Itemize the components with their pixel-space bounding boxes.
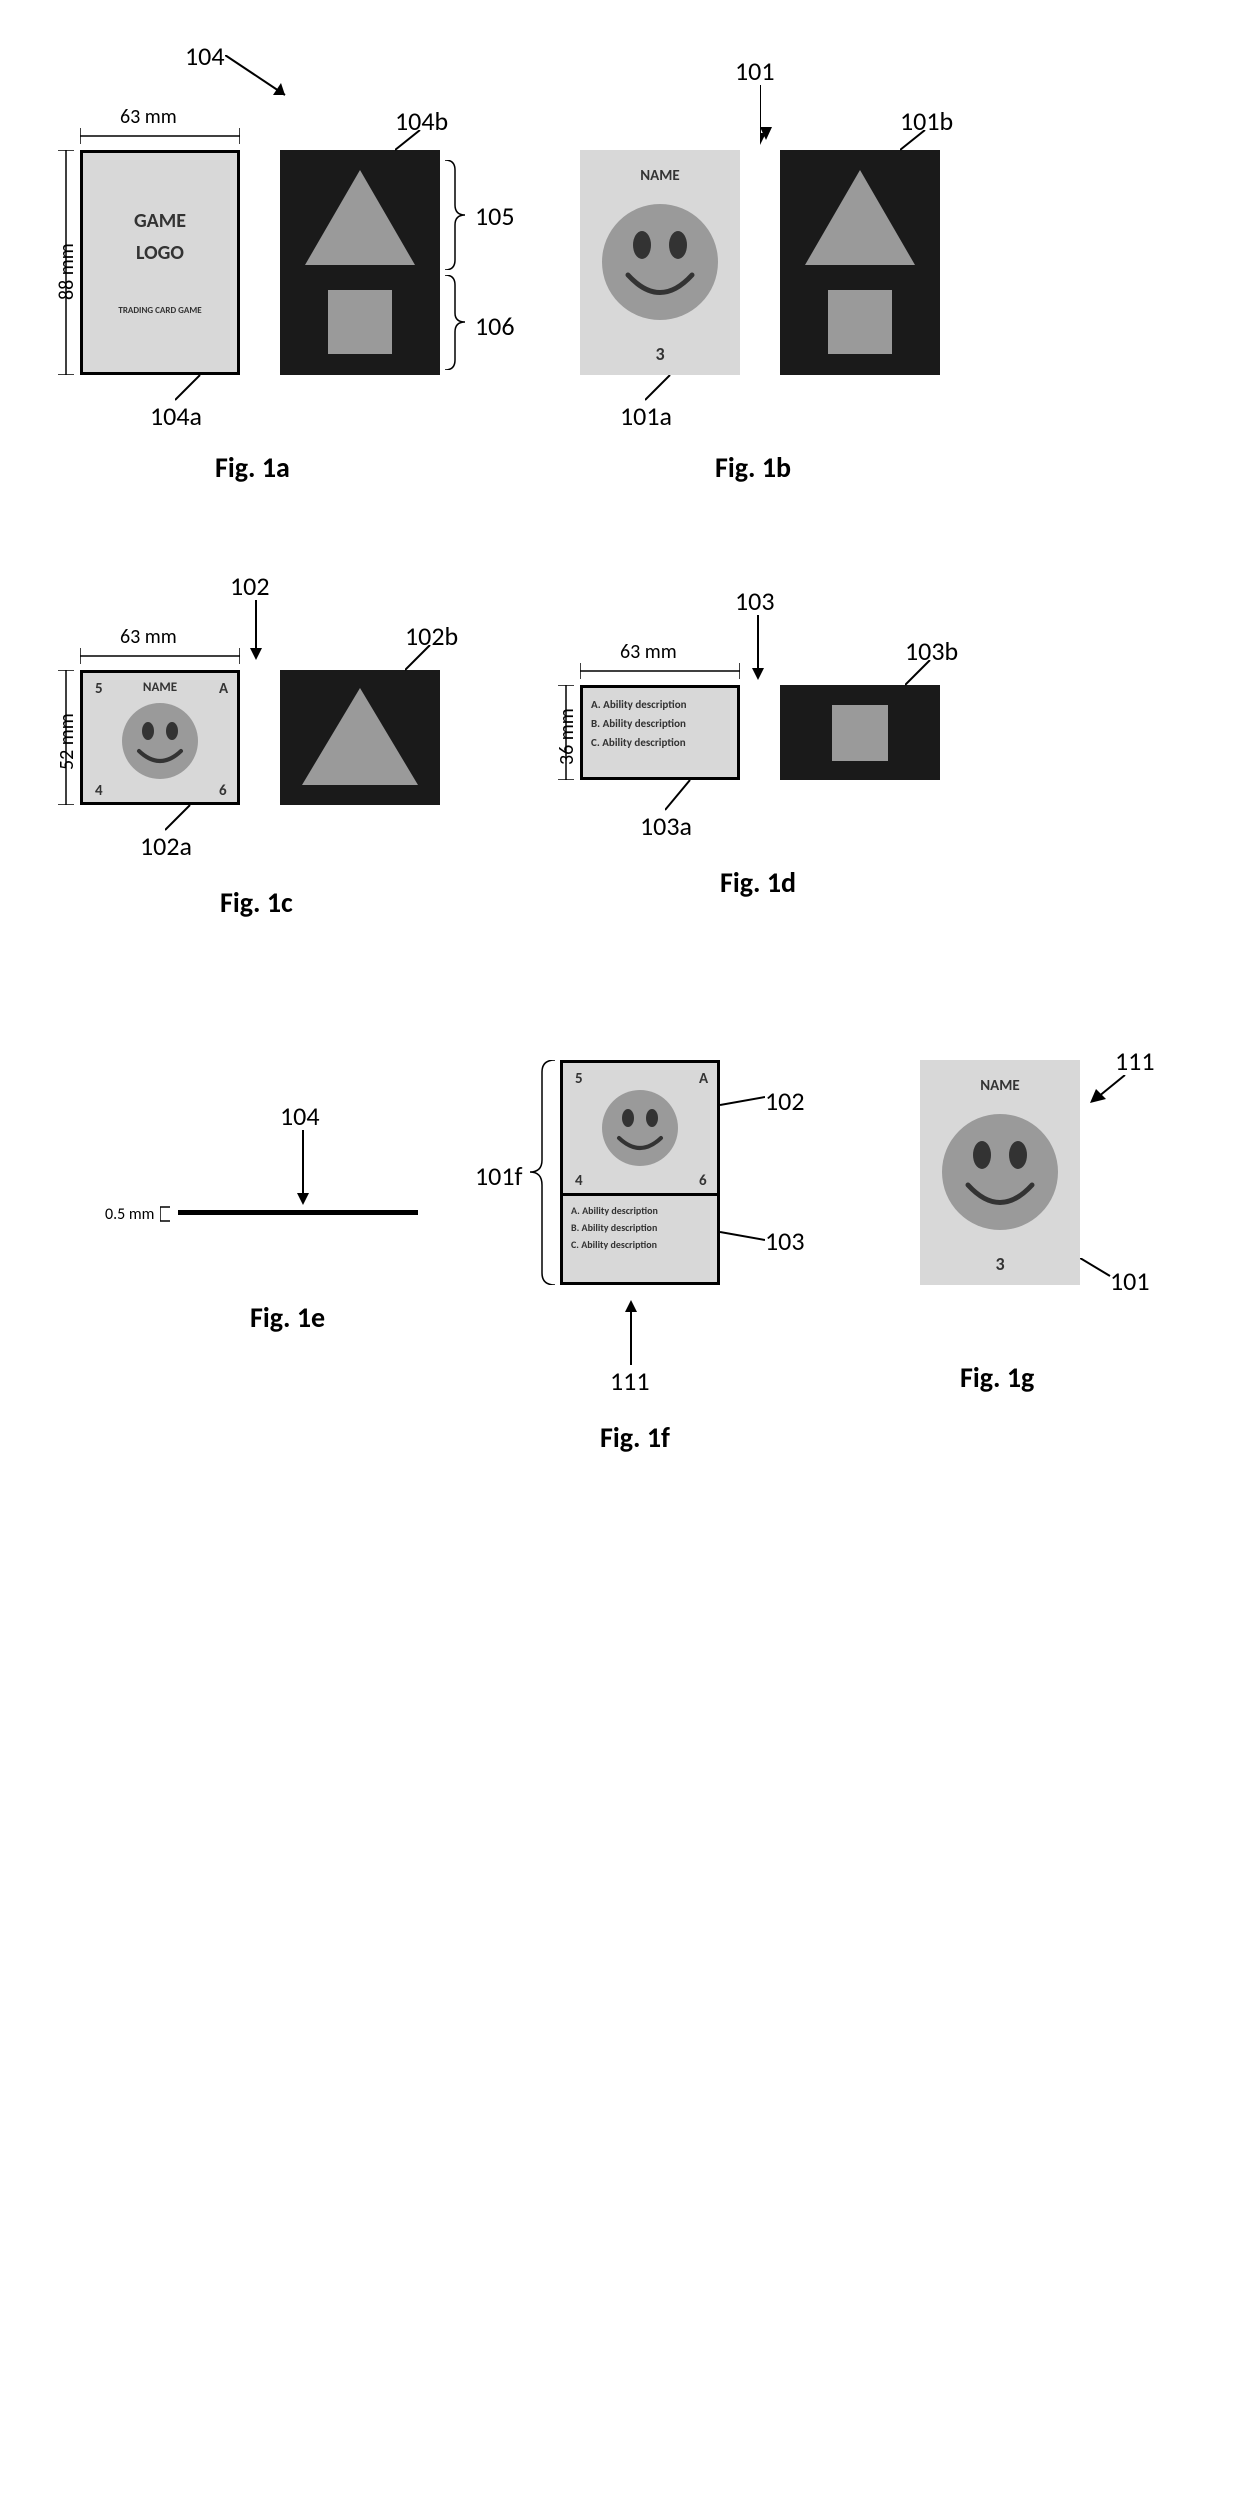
smiley-101f: 5 A 4 6 xyxy=(563,1063,717,1193)
svg-text:4: 4 xyxy=(95,782,103,800)
ref-103: 103 xyxy=(735,585,775,617)
svg-text:A: A xyxy=(219,680,229,698)
svg-text:3: 3 xyxy=(655,343,664,365)
bracket-101f xyxy=(530,1060,555,1285)
fig-1a-label: Fig. 1a xyxy=(215,450,290,485)
fig-1c-label: Fig. 1c xyxy=(220,885,293,920)
ability-c: C. Ability description xyxy=(591,736,729,749)
arrow-102 xyxy=(250,600,265,660)
dim-bracket-left-1a xyxy=(58,150,74,375)
dim-bracket-top-1d xyxy=(580,663,740,679)
ref-101f: 101f xyxy=(475,1160,522,1192)
svg-text:6: 6 xyxy=(699,1172,707,1190)
ref-104-1e: 104 xyxy=(280,1100,320,1132)
leader-102b xyxy=(405,645,435,675)
leader-101-g xyxy=(1080,1258,1115,1283)
leader-103b xyxy=(905,660,935,690)
leader-102-f xyxy=(720,1095,765,1110)
svg-text:NAME: NAME xyxy=(640,167,679,185)
svg-text:3: 3 xyxy=(995,1253,1004,1275)
svg-text:A: A xyxy=(699,1070,709,1088)
ref-111-f: 111 xyxy=(610,1365,650,1397)
ref-101-g: 101 xyxy=(1110,1265,1150,1297)
thin-line-104 xyxy=(178,1210,418,1215)
smiley-101g: NAME 3 xyxy=(920,1060,1080,1285)
card-101f-bottom: A. Ability description B. Ability descri… xyxy=(563,1196,717,1282)
ability-b: B. Ability description xyxy=(591,717,729,730)
ref-104: 104 xyxy=(185,40,225,72)
dim-bracket-left-1d xyxy=(558,685,574,780)
ability-c-f: C. Ability description xyxy=(571,1238,709,1251)
svg-text:4: 4 xyxy=(575,1172,583,1190)
dim-05mm: 0.5 mm xyxy=(105,1205,154,1224)
arrow-101 xyxy=(760,85,790,145)
ref-106: 106 xyxy=(475,310,515,342)
svg-text:5: 5 xyxy=(575,1070,583,1088)
ability-b-f: B. Ability description xyxy=(571,1221,709,1234)
square-103b xyxy=(780,685,940,780)
dim-63mm-1c: 63 mm xyxy=(120,625,177,649)
fig-1e-label: Fig. 1e xyxy=(250,1300,325,1335)
card-101a-front: NAME 3 xyxy=(580,150,740,375)
arrow-104 xyxy=(225,55,295,105)
ref-102-f: 102 xyxy=(765,1085,805,1117)
leader-104a xyxy=(175,375,205,405)
ref-105: 105 xyxy=(475,200,515,232)
fig-1d-label: Fig. 1d xyxy=(720,865,796,900)
leader-101b xyxy=(900,130,930,155)
card-104b-back xyxy=(280,150,440,375)
ref-102: 102 xyxy=(230,570,270,602)
dim-63mm-1d: 63 mm xyxy=(620,640,677,664)
svg-text:5: 5 xyxy=(95,680,103,698)
card-101f-top: 5 A 4 6 xyxy=(563,1063,717,1196)
card-103b-back xyxy=(780,685,940,780)
ref-111-g: 111 xyxy=(1115,1045,1155,1077)
leader-103a xyxy=(665,780,695,815)
game-logo-line2: LOGO xyxy=(136,241,184,265)
game-logo-line1: GAME xyxy=(134,209,186,233)
card-104a-front: GAME LOGO TRADING CARD GAME xyxy=(80,150,240,375)
ability-a: A. Ability description xyxy=(591,698,729,711)
ref-103-f: 103 xyxy=(765,1225,805,1257)
ability-a-f: A. Ability description xyxy=(571,1204,709,1217)
ref-101: 101 xyxy=(735,55,775,87)
dim-63mm-1a: 63 mm xyxy=(120,105,177,129)
leader-103-f xyxy=(720,1230,765,1245)
leader-101a xyxy=(645,375,675,405)
svg-text:6: 6 xyxy=(219,782,227,800)
bracket-105 xyxy=(445,160,465,270)
card-101b-back xyxy=(780,150,940,375)
svg-text:NAME: NAME xyxy=(980,1077,1019,1095)
leader-104b xyxy=(395,130,425,155)
arrow-111-f xyxy=(625,1300,640,1365)
smiley-102a: NAME 5 A 4 6 xyxy=(83,673,237,802)
bracket-106 xyxy=(445,275,465,370)
fig-1g-label: Fig. 1g xyxy=(960,1360,1034,1395)
card-102a-front: NAME 5 A 4 6 xyxy=(80,670,240,805)
fig-1b-label: Fig. 1b xyxy=(715,450,791,485)
leader-102a xyxy=(165,805,195,835)
dim-bracket-top-1a xyxy=(80,128,240,144)
bracket-05mm xyxy=(160,1205,172,1223)
game-logo-subtitle: TRADING CARD GAME xyxy=(118,305,201,316)
arrow-103 xyxy=(752,615,767,680)
dim-bracket-top-1c xyxy=(80,648,240,664)
card-101f: 5 A 4 6 A. Ability description B. Abilit… xyxy=(560,1060,720,1285)
arrow-104-1e xyxy=(297,1130,312,1205)
fig-1f-label: Fig. 1f xyxy=(600,1420,670,1455)
arrow-111-g xyxy=(1090,1075,1130,1105)
card-103a-front: A. Ability description B. Ability descri… xyxy=(580,685,740,780)
triangle-102b xyxy=(280,670,440,805)
card-104b-shapes xyxy=(280,150,440,375)
smiley-101a: NAME 3 xyxy=(580,150,740,375)
card-101b-shapes xyxy=(780,150,940,375)
card-102b-back xyxy=(280,670,440,805)
dim-bracket-left-1c xyxy=(58,670,74,805)
svg-text:NAME: NAME xyxy=(143,680,177,695)
card-101-g: NAME 3 xyxy=(920,1060,1080,1285)
